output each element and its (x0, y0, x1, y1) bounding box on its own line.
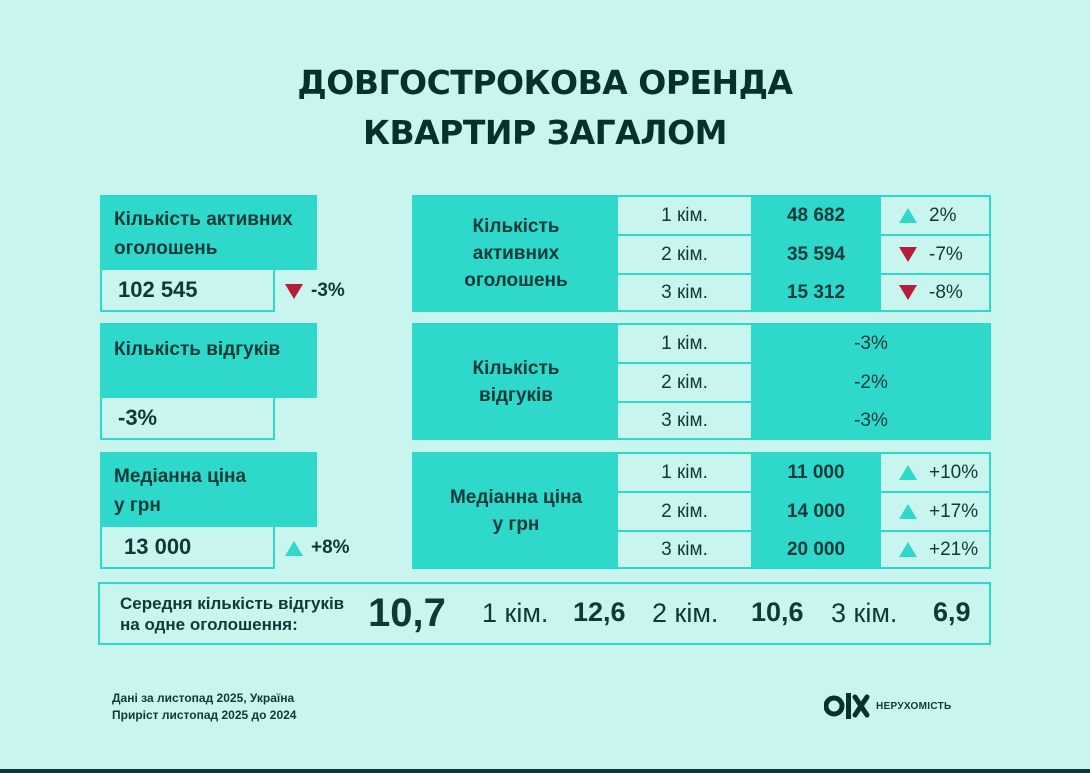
responses-total-value: -3% (118, 405, 158, 430)
down-triangle-icon (899, 285, 917, 300)
price-total-value: 13 000 (124, 534, 192, 559)
rooms-cell: 2 кім. (618, 493, 751, 530)
change-value: +21% (929, 538, 979, 560)
listings-value-cell: 35 594 (753, 236, 879, 273)
responses-label: Кількість відгуків (114, 339, 281, 360)
listings-group-label-line3: оголошень (464, 270, 568, 291)
up-triangle-icon (899, 504, 917, 519)
change-cell: +21% (881, 532, 989, 567)
price-group-label-line1: Медіанна ціна (449, 486, 583, 508)
olx-logo-icon (824, 693, 870, 719)
price-by-rooms-table: Медіанна ціна у грн 1 кім. 11 000 +10% 2… (412, 452, 991, 569)
listings-label-line1: Кількість активних (114, 209, 293, 230)
rooms-cell: 1 кім. (618, 325, 751, 362)
average-label: Середня кількість відгуків на одне оголо… (120, 593, 344, 635)
change-cell: +10% (881, 454, 989, 491)
down-triangle-icon (285, 283, 303, 299)
price-value-cell: 11 000 (753, 454, 879, 491)
up-triangle-icon (899, 542, 917, 557)
price-label-box: Медіанна ціна у грн (100, 452, 317, 527)
listings-value-box: 102 545 (100, 268, 275, 312)
up-triangle-icon (899, 208, 917, 223)
responses-group-label: Кількість відгуків (414, 325, 618, 438)
average-room-1-value: 12,6 (573, 597, 626, 627)
listings-value-cell: 15 312 (753, 275, 879, 310)
listings-by-rooms-table: Кількість активних оголошень 1 кім. 48 6… (412, 195, 991, 312)
change-value: +10% (929, 461, 979, 483)
average-label-line2: на одне оголошення: (120, 615, 298, 634)
responses-by-rooms-table: Кількість відгуків 1 кім. -3% 2 кім. -2%… (412, 323, 991, 440)
page-title: ДОВГОСТРОКОВА ОРЕНДА КВАРТИР ЗАГАЛОМ (0, 58, 1090, 158)
price-label-line1: Медіанна ціна (114, 466, 247, 487)
price-total-change: +8% (285, 537, 350, 559)
average-total-value: 10,7 (368, 591, 446, 635)
listings-value-cell: 48 682 (753, 197, 879, 234)
responses-label-box: Кількість відгуків (100, 323, 317, 398)
price-value-cell: 14 000 (753, 493, 879, 530)
change-value: 2% (929, 204, 957, 226)
rooms-cell: 3 кім. (618, 403, 751, 438)
price-group-label-line2: у грн (492, 513, 540, 535)
rooms-cell: 1 кім. (618, 454, 751, 491)
listings-label-line2: оголошень (114, 238, 218, 259)
olx-logo: НЕРУХОМІСТЬ (824, 688, 952, 724)
listings-label-box: Кількість активних оголошень (100, 195, 317, 270)
listings-group-label-line2: активних (472, 243, 560, 264)
rooms-cell: 2 кім. (618, 364, 751, 401)
change-cell: -8% (881, 275, 989, 310)
up-triangle-icon (899, 465, 917, 480)
average-room-2-label: 2 кім. (652, 598, 719, 628)
price-value-cell: 20 000 (753, 532, 879, 567)
change-value: +17% (929, 500, 979, 522)
rooms-cell: 1 кім. (618, 197, 751, 234)
price-value-box: 13 000 (100, 525, 275, 569)
listings-total-change: -3% (285, 280, 345, 302)
bottom-border (0, 769, 1090, 773)
listings-total-value: 102 545 (118, 277, 198, 302)
listings-total-change-value: -3% (311, 280, 345, 301)
average-room-1-label: 1 кім. (482, 598, 549, 628)
listings-group-label: Кількість активних оголошень (414, 197, 618, 310)
responses-group-label-line1: Кількість (472, 357, 560, 379)
rooms-cell: 3 кім. (618, 275, 751, 310)
average-label-line1: Середня кількість відгуків (120, 594, 345, 613)
logo-text: НЕРУХОМІСТЬ (876, 700, 952, 712)
rooms-cell: 2 кім. (618, 236, 751, 273)
price-group-label: Медіанна ціна у грн (414, 454, 618, 567)
average-room-2-value: 10,6 (751, 597, 804, 627)
change-cell: -7% (881, 236, 989, 273)
up-triangle-icon (285, 540, 303, 556)
footnote-line2: Приріст листопад 2025 до 2024 (112, 708, 297, 722)
change-cell: 2% (881, 197, 989, 234)
change-value: -7% (929, 243, 963, 265)
price-total-change-value: +8% (311, 537, 350, 558)
rooms-cell: 3 кім. (618, 532, 751, 567)
responses-value-box: -3% (100, 396, 275, 440)
average-room-3-label: 3 кім. (831, 598, 898, 628)
responses-group-label-line2: відгуків (479, 384, 553, 406)
footnote-line1: Дані за листопад 2025, Україна (112, 691, 295, 705)
average-responses-row: Середня кількість відгуків на одне оголо… (98, 582, 991, 645)
responses-change-cell: -3% (753, 403, 989, 438)
title-line-2: КВАРТИР ЗАГАЛОМ (362, 113, 728, 152)
responses-change-cell: -3% (753, 325, 989, 362)
price-label-line2: у грн (114, 495, 161, 516)
average-room-3-value: 6,9 (933, 597, 971, 627)
responses-change-cell: -2% (753, 364, 989, 401)
down-triangle-icon (899, 247, 917, 262)
change-cell: +17% (881, 493, 989, 530)
footnote: Дані за листопад 2025, Україна Приріст л… (112, 690, 296, 724)
change-value: -8% (929, 281, 963, 303)
title-line-1: ДОВГОСТРОКОВА ОРЕНДА (297, 63, 793, 102)
listings-group-label-line1: Кількість (472, 216, 560, 237)
